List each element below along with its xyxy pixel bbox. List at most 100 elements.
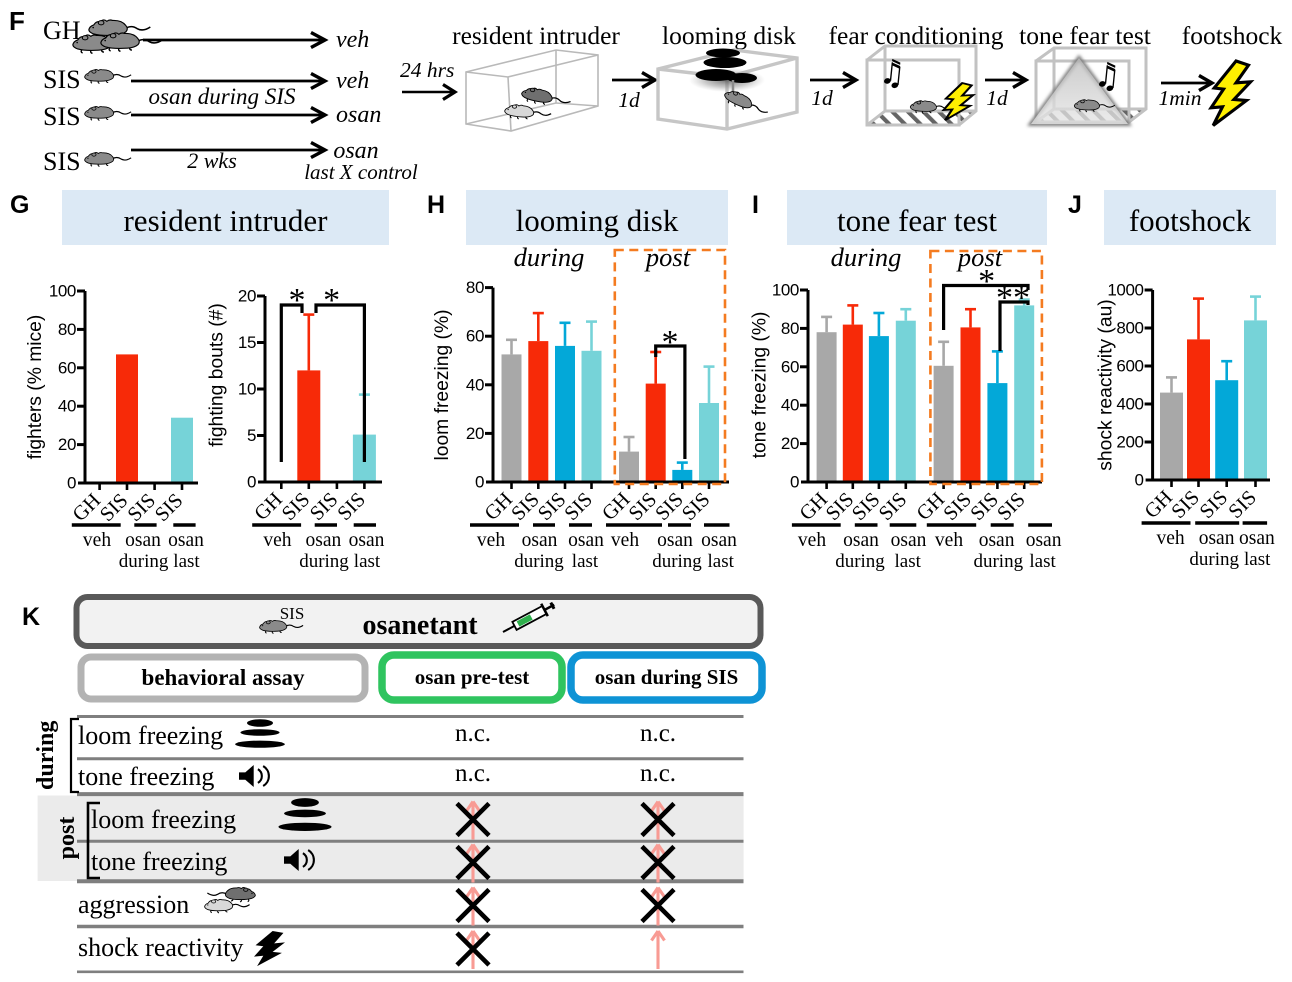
svg-text:SIS: SIS bbox=[561, 488, 598, 525]
svg-text:0: 0 bbox=[67, 474, 76, 493]
svg-text:*: * bbox=[289, 282, 306, 319]
svg-text:SIS: SIS bbox=[280, 604, 305, 623]
svg-text:I: I bbox=[752, 191, 759, 219]
svg-text:80: 80 bbox=[58, 320, 76, 339]
svg-text:60: 60 bbox=[781, 357, 799, 376]
svg-text:during: during bbox=[514, 551, 564, 572]
svg-text:osan: osan bbox=[306, 530, 342, 551]
svg-text:H: H bbox=[427, 191, 445, 219]
svg-text:1000: 1000 bbox=[1107, 281, 1143, 300]
svg-text:footshock: footshock bbox=[1129, 203, 1252, 238]
svg-text:n.c.: n.c. bbox=[640, 720, 676, 747]
svg-text:200: 200 bbox=[1116, 433, 1143, 452]
svg-text:600: 600 bbox=[1116, 357, 1143, 376]
svg-text:*: * bbox=[978, 263, 995, 300]
svg-text:during: during bbox=[835, 551, 885, 572]
svg-text:resident intruder: resident intruder bbox=[452, 21, 620, 50]
svg-text:osan: osan bbox=[979, 530, 1015, 551]
svg-text:1min: 1min bbox=[1159, 86, 1202, 110]
svg-text:80: 80 bbox=[466, 278, 484, 297]
svg-text:loom freezing: loom freezing bbox=[78, 721, 223, 750]
svg-text:veh: veh bbox=[336, 27, 369, 53]
svg-text:looming disk: looming disk bbox=[516, 203, 679, 238]
svg-text:last: last bbox=[895, 551, 922, 572]
svg-text:osan: osan bbox=[1199, 528, 1235, 549]
svg-text:0: 0 bbox=[247, 473, 256, 492]
svg-text:5: 5 bbox=[247, 426, 256, 445]
svg-text:shock reactivity: shock reactivity bbox=[78, 933, 243, 962]
svg-text:last: last bbox=[173, 551, 200, 572]
svg-text:osan: osan bbox=[568, 530, 604, 551]
svg-text:shock reactivity (au): shock reactivity (au) bbox=[1096, 299, 1117, 470]
svg-text:0: 0 bbox=[1135, 471, 1144, 490]
svg-text:24 hrs: 24 hrs bbox=[400, 58, 454, 82]
svg-text:veh: veh bbox=[263, 530, 291, 551]
svg-text:behavioral assay: behavioral assay bbox=[142, 665, 305, 690]
svg-text:10: 10 bbox=[238, 380, 256, 399]
svg-text:15: 15 bbox=[238, 333, 256, 352]
svg-text:osan during SIS: osan during SIS bbox=[595, 665, 739, 689]
svg-text:osan: osan bbox=[843, 530, 879, 551]
svg-text:last: last bbox=[1029, 551, 1056, 572]
svg-text:during: during bbox=[1189, 549, 1239, 570]
svg-text:80: 80 bbox=[781, 319, 799, 338]
svg-text:last: last bbox=[708, 551, 735, 572]
svg-text:veh: veh bbox=[611, 530, 639, 551]
svg-text:during: during bbox=[514, 242, 585, 272]
svg-text:veh: veh bbox=[336, 68, 369, 94]
svg-text:osan: osan bbox=[1026, 530, 1062, 551]
svg-text:last: last bbox=[1244, 549, 1271, 570]
svg-text:osan: osan bbox=[336, 102, 381, 128]
svg-text:F: F bbox=[9, 6, 25, 36]
svg-text:20: 20 bbox=[238, 287, 256, 306]
svg-text:fighters (% mice): fighters (% mice) bbox=[25, 315, 46, 460]
svg-text:20: 20 bbox=[466, 424, 484, 443]
svg-text:J: J bbox=[1068, 191, 1082, 219]
svg-text:0: 0 bbox=[475, 473, 484, 492]
svg-text:SIS: SIS bbox=[43, 65, 81, 94]
svg-text:SIS: SIS bbox=[151, 489, 188, 526]
svg-text:n.c.: n.c. bbox=[455, 760, 491, 787]
svg-text:400: 400 bbox=[1116, 395, 1143, 414]
svg-text:tone freezing: tone freezing bbox=[78, 762, 214, 791]
svg-text:aggression: aggression bbox=[78, 890, 189, 919]
svg-text:20: 20 bbox=[58, 435, 76, 454]
svg-text:osan: osan bbox=[701, 530, 737, 551]
svg-text:osan: osan bbox=[1239, 528, 1275, 549]
svg-text:n.c.: n.c. bbox=[640, 760, 676, 787]
svg-text:fighting bouts (#): fighting bouts (#) bbox=[207, 303, 228, 447]
svg-text:tone freezing: tone freezing bbox=[91, 847, 227, 876]
svg-text:60: 60 bbox=[58, 358, 76, 377]
svg-text:veh: veh bbox=[477, 530, 505, 551]
svg-text:tone fear test: tone fear test bbox=[1019, 21, 1151, 50]
svg-text:post: post bbox=[644, 242, 691, 272]
svg-text:osanetant: osanetant bbox=[362, 610, 478, 641]
svg-text:K: K bbox=[22, 603, 40, 631]
svg-text:osan: osan bbox=[349, 530, 385, 551]
svg-text:last: last bbox=[354, 551, 381, 572]
svg-text:veh: veh bbox=[935, 530, 963, 551]
svg-text:40: 40 bbox=[466, 375, 484, 394]
svg-text:osan: osan bbox=[333, 138, 378, 164]
svg-text:**: ** bbox=[996, 280, 1030, 317]
svg-text:GH: GH bbox=[43, 16, 81, 45]
svg-text:osan: osan bbox=[522, 530, 558, 551]
svg-text:during: during bbox=[652, 551, 702, 572]
svg-text:resident intruder: resident intruder bbox=[123, 203, 328, 238]
svg-text:SIS: SIS bbox=[993, 488, 1030, 525]
svg-text:n.c.: n.c. bbox=[455, 720, 491, 747]
svg-text:1d: 1d bbox=[986, 86, 1008, 110]
svg-text:100: 100 bbox=[49, 282, 76, 301]
svg-text:post: post bbox=[956, 242, 1003, 272]
svg-text:40: 40 bbox=[58, 397, 76, 416]
svg-text:60: 60 bbox=[466, 327, 484, 346]
svg-text:100: 100 bbox=[772, 281, 799, 300]
svg-text:tone fear test: tone fear test bbox=[837, 203, 997, 238]
svg-text:during: during bbox=[973, 551, 1023, 572]
svg-text:osan: osan bbox=[657, 530, 693, 551]
svg-text:osan: osan bbox=[891, 530, 927, 551]
svg-text:last X control: last X control bbox=[304, 160, 418, 184]
svg-text:during: during bbox=[119, 551, 169, 572]
svg-text:1d: 1d bbox=[811, 86, 833, 110]
svg-text:footshock: footshock bbox=[1182, 21, 1283, 50]
